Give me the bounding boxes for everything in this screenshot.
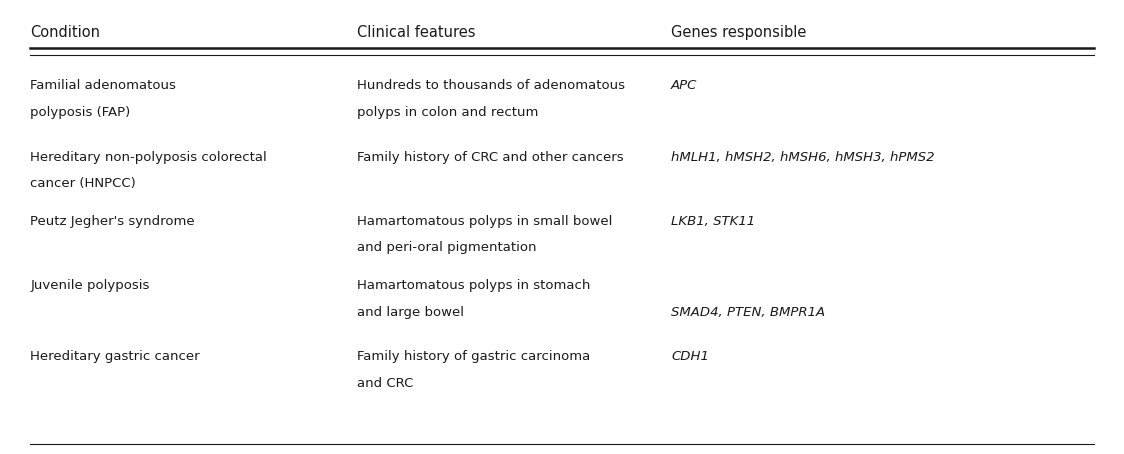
Text: Clinical features: Clinical features <box>357 25 475 40</box>
Text: and large bowel: and large bowel <box>357 306 464 319</box>
Text: Hamartomatous polyps in stomach: Hamartomatous polyps in stomach <box>357 279 591 292</box>
Text: Hereditary non-polyposis colorectal: Hereditary non-polyposis colorectal <box>30 151 268 164</box>
Text: Peutz Jegher's syndrome: Peutz Jegher's syndrome <box>30 215 194 228</box>
Text: Genes responsible: Genes responsible <box>671 25 806 40</box>
Text: Hereditary gastric cancer: Hereditary gastric cancer <box>30 350 200 364</box>
Text: Condition: Condition <box>30 25 100 40</box>
Text: polyps in colon and rectum: polyps in colon and rectum <box>357 106 538 119</box>
Text: Hamartomatous polyps in small bowel: Hamartomatous polyps in small bowel <box>357 215 613 228</box>
Text: Family history of gastric carcinoma: Family history of gastric carcinoma <box>357 350 591 364</box>
Text: Familial adenomatous: Familial adenomatous <box>30 79 176 93</box>
Text: LKB1, STK11: LKB1, STK11 <box>671 215 755 228</box>
Text: and CRC: and CRC <box>357 377 414 390</box>
Text: SMAD4, PTEN, BMPR1A: SMAD4, PTEN, BMPR1A <box>671 306 825 319</box>
Text: cancer (HNPCC): cancer (HNPCC) <box>30 177 136 190</box>
Text: Hundreds to thousands of adenomatous: Hundreds to thousands of adenomatous <box>357 79 625 93</box>
Text: Family history of CRC and other cancers: Family history of CRC and other cancers <box>357 151 624 164</box>
Text: and peri-oral pigmentation: and peri-oral pigmentation <box>357 241 537 254</box>
Text: hMLH1, hMSH2, hMSH6, hMSH3, hPMS2: hMLH1, hMSH2, hMSH6, hMSH3, hPMS2 <box>671 151 934 164</box>
Text: Juvenile polyposis: Juvenile polyposis <box>30 279 149 292</box>
Text: CDH1: CDH1 <box>671 350 709 364</box>
Text: polyposis (FAP): polyposis (FAP) <box>30 106 130 119</box>
Text: APC: APC <box>671 79 697 93</box>
